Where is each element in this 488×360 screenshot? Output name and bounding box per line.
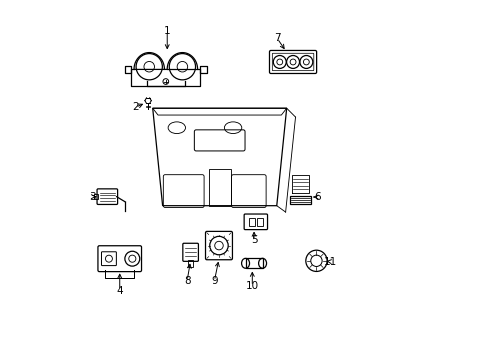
Text: 7: 7 <box>273 33 280 43</box>
Text: 2: 2 <box>132 102 139 112</box>
Bar <box>245 258 262 268</box>
Bar <box>257 218 263 225</box>
Bar <box>94 194 98 199</box>
Text: 8: 8 <box>183 276 190 286</box>
Bar <box>290 195 310 204</box>
Text: 11: 11 <box>323 257 336 266</box>
Bar <box>208 168 230 206</box>
Text: 4: 4 <box>116 285 123 296</box>
Text: 3: 3 <box>89 192 96 202</box>
Text: 9: 9 <box>211 276 217 286</box>
Bar <box>248 218 254 225</box>
Text: 5: 5 <box>250 235 257 245</box>
Text: 1: 1 <box>163 26 170 36</box>
Bar <box>187 260 193 267</box>
Text: 10: 10 <box>245 281 258 291</box>
Text: 6: 6 <box>313 192 320 202</box>
